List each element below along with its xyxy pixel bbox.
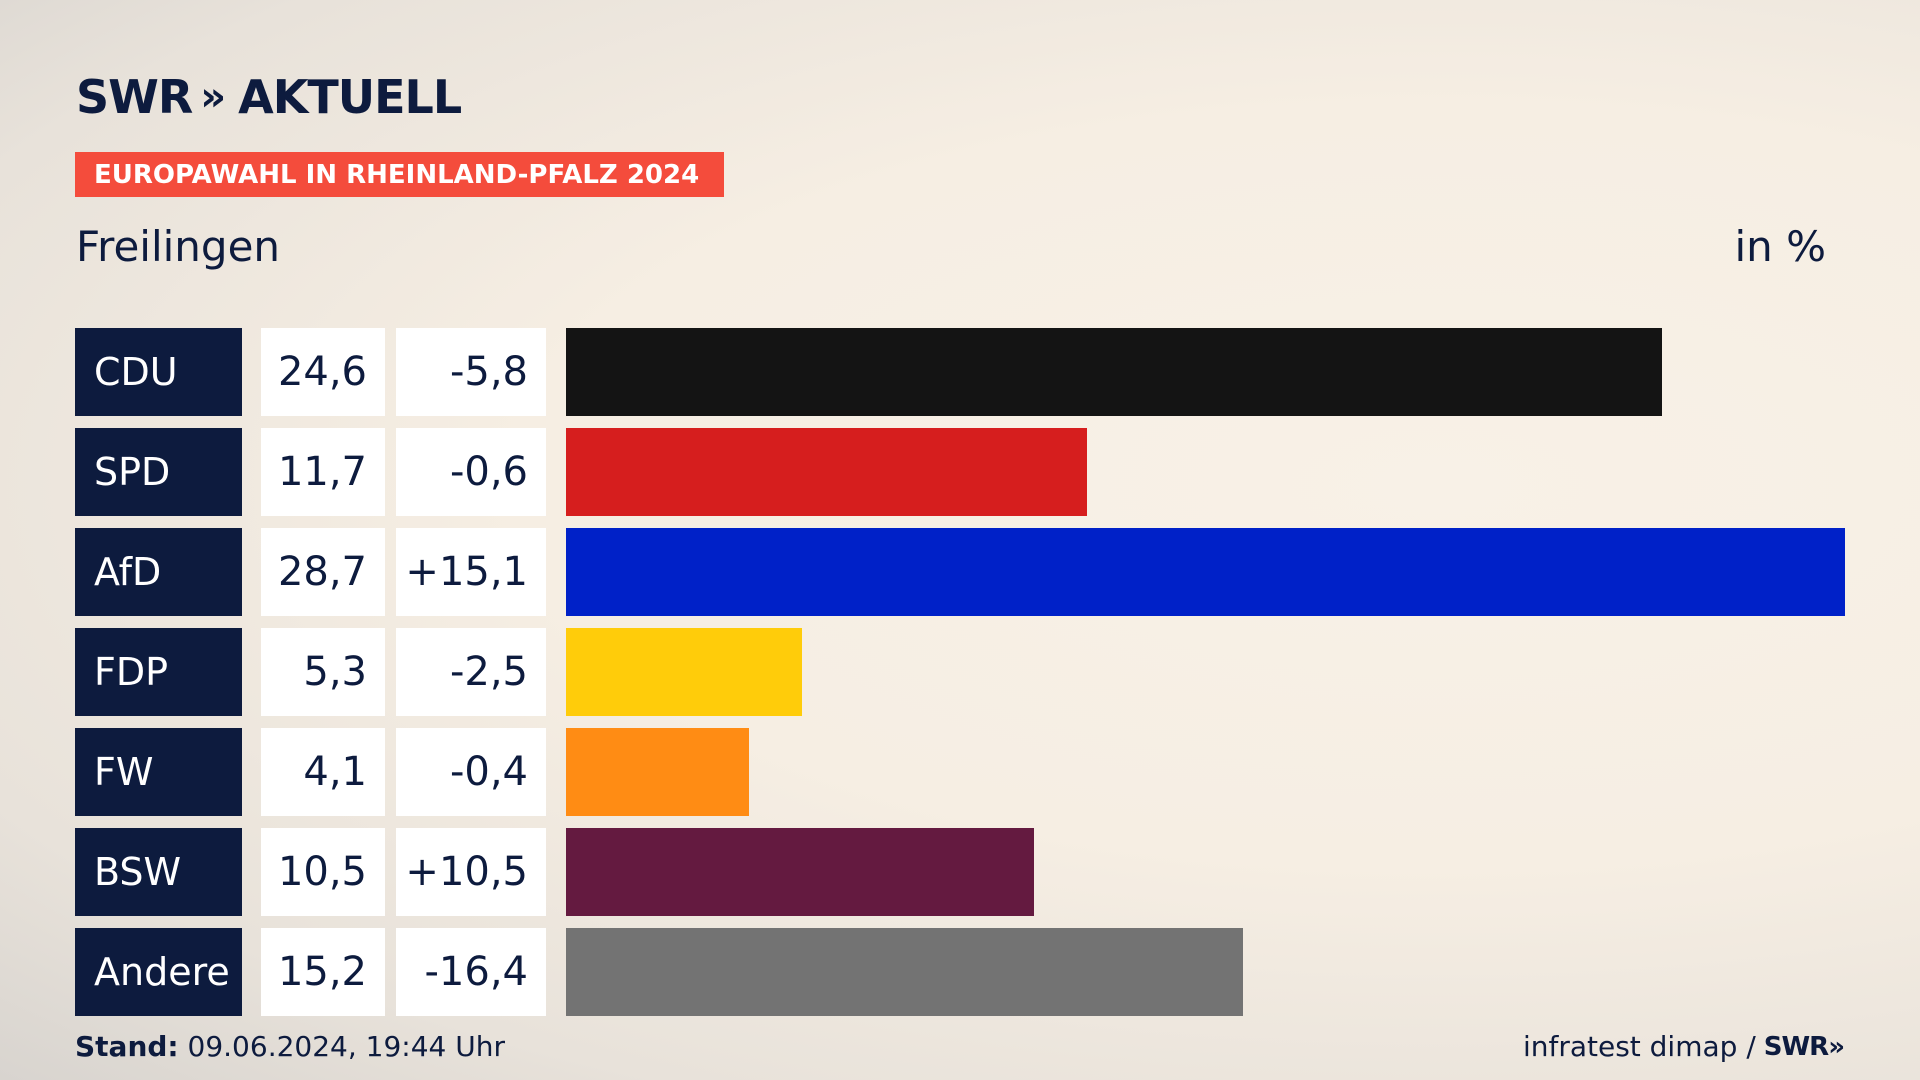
result-row: CDU 24,6 -5,8 xyxy=(75,328,1845,416)
result-bar xyxy=(566,628,802,716)
stand-label: Stand: xyxy=(75,1030,179,1063)
party-label: FW xyxy=(75,728,242,816)
party-label: CDU xyxy=(75,328,242,416)
party-label: BSW xyxy=(75,828,242,916)
timestamp: Stand: 09.06.2024, 19:44 Uhr xyxy=(75,1030,505,1063)
vote-share: 15,2 xyxy=(261,928,385,1016)
party-label: SPD xyxy=(75,428,242,516)
vote-share: 24,6 xyxy=(261,328,385,416)
source-text: infratest dimap / xyxy=(1522,1030,1756,1063)
vote-share: 5,3 xyxy=(261,628,385,716)
location-title: Freilingen xyxy=(76,222,281,271)
result-bar xyxy=(566,428,1087,516)
result-row: Andere 15,2 -16,4 xyxy=(75,928,1845,1016)
brand-text: SWR xyxy=(76,70,193,124)
stand-value: 09.06.2024, 19:44 Uhr xyxy=(187,1030,505,1063)
result-row: SPD 11,7 -0,6 xyxy=(75,428,1845,516)
result-bar xyxy=(566,328,1662,416)
section-text: AKTUELL xyxy=(238,70,462,124)
result-bar xyxy=(566,828,1034,916)
vote-change: +10,5 xyxy=(396,828,546,916)
result-row: FW 4,1 -0,4 xyxy=(75,728,1845,816)
result-row: BSW 10,5 +10,5 xyxy=(75,828,1845,916)
result-row: FDP 5,3 -2,5 xyxy=(75,628,1845,716)
party-label: FDP xyxy=(75,628,242,716)
vote-share: 28,7 xyxy=(261,528,385,616)
result-bar xyxy=(566,728,749,816)
vote-change: -5,8 xyxy=(396,328,546,416)
vote-change: -0,6 xyxy=(396,428,546,516)
vote-share: 10,5 xyxy=(261,828,385,916)
vote-share: 4,1 xyxy=(261,728,385,816)
party-label: Andere xyxy=(75,928,242,1016)
party-label: AfD xyxy=(75,528,242,616)
result-bar xyxy=(566,928,1243,1016)
result-bar xyxy=(566,528,1845,616)
election-badge: EUROPAWAHL IN RHEINLAND-PFALZ 2024 xyxy=(75,152,724,197)
source-credit: infratest dimap / SWR» xyxy=(1522,1030,1845,1063)
result-row: AfD 28,7 +15,1 xyxy=(75,528,1845,616)
swr-aktuell-logo: SWR » AKTUELL xyxy=(76,70,462,124)
unit-label: in % xyxy=(1734,222,1826,271)
swr-mini-logo: SWR» xyxy=(1763,1031,1845,1062)
vote-change: -2,5 xyxy=(396,628,546,716)
vote-change: -16,4 xyxy=(396,928,546,1016)
vote-change: +15,1 xyxy=(396,528,546,616)
vote-share: 11,7 xyxy=(261,428,385,516)
vote-change: -0,4 xyxy=(396,728,546,816)
brand-chevron-icon: » xyxy=(200,74,226,120)
